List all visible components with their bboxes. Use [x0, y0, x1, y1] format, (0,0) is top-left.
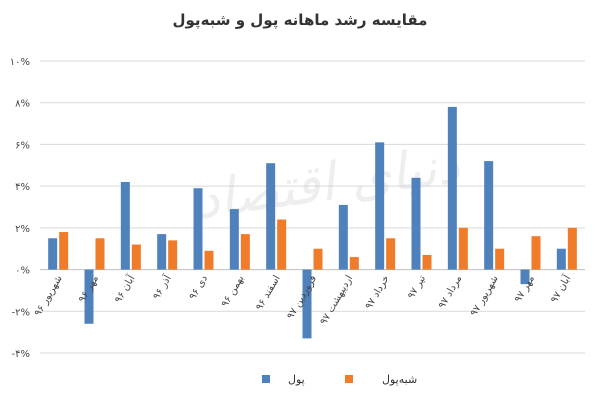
bar-shebhe-pool: [313, 248, 323, 270]
y-tick-label: ۴%: [15, 182, 30, 193]
x-category-label: خرداد ۹۷: [364, 274, 392, 312]
y-axis-ticks: -۴% -۲% ۰% ۲% ۴% ۶% ۸% ۱۰%: [10, 57, 30, 360]
bar-pool: [302, 269, 312, 339]
bars: [48, 106, 577, 339]
bar-pool: [338, 204, 348, 270]
x-category-label: اسفند ۹۶: [254, 274, 283, 313]
bar-shebhe-pool: [567, 227, 577, 270]
bar-shebhe-pool: [240, 234, 250, 270]
y-tick-label: ۶%: [15, 140, 30, 151]
bar-pool: [120, 181, 130, 270]
x-category-label: اردیبهشت ۹۷: [318, 274, 355, 327]
bar-shebhe-pool: [458, 227, 468, 270]
y-tick-label: -۲%: [12, 307, 30, 318]
bar-pool: [157, 234, 167, 270]
x-category-label: آذر ۹۶: [150, 272, 175, 302]
grid-lines: [40, 60, 585, 354]
bar-pool: [84, 269, 94, 324]
bar-pool: [447, 106, 457, 270]
legend-label: شبه‌پول: [382, 373, 417, 386]
x-category-label: آبان ۹۷: [547, 272, 574, 305]
x-category-label: فروردین ۹۷: [285, 273, 319, 321]
bar-pool: [520, 269, 530, 285]
x-category-label: مرداد ۹۷: [437, 274, 465, 311]
x-category-label: مهر ۹۷: [513, 274, 537, 305]
legend: پول شبه‌پول: [262, 373, 417, 386]
y-tick-label: ۱۰%: [10, 57, 30, 68]
bar-pool: [229, 209, 239, 270]
bar-shebhe-pool: [131, 244, 141, 270]
bar-shebhe-pool: [277, 219, 287, 270]
bar-pool: [266, 163, 276, 270]
x-category-label: دی ۹۶: [187, 274, 210, 302]
x-category-label: آبان ۹۶: [111, 272, 138, 305]
y-tick-label: ۸%: [15, 99, 30, 110]
x-category-label: تیر ۹۷: [406, 273, 428, 301]
x-category-label: مهر ۹۶: [77, 274, 101, 305]
bar-shebhe-pool: [349, 257, 359, 270]
bar-shebhe-pool: [168, 240, 178, 270]
bar-pool: [484, 161, 494, 270]
bar-shebhe-pool: [531, 236, 541, 270]
bar-shebhe-pool: [95, 238, 105, 270]
legend-swatch: [345, 375, 353, 383]
chart-title: مقایسه رشد ماهانه پول و شبه‌پول: [173, 11, 428, 30]
bar-pool: [556, 248, 566, 270]
legend-swatch: [262, 375, 270, 383]
bar-pool: [48, 238, 58, 270]
bar-shebhe-pool: [386, 238, 396, 270]
legend-label: پول: [288, 373, 305, 386]
bar-shebhe-pool: [495, 248, 505, 270]
bar-shebhe-pool: [59, 232, 69, 270]
y-tick-label: ۰%: [15, 266, 30, 277]
y-tick-label: ۲%: [15, 224, 30, 235]
bar-pool: [411, 177, 421, 270]
y-tick-label: -۴%: [12, 349, 30, 360]
bar-shebhe-pool: [422, 254, 432, 270]
x-category-label: بهمن ۹۶: [220, 274, 247, 310]
bar-pool: [193, 188, 203, 270]
bar-shebhe-pool: [204, 250, 214, 270]
bar-pool: [375, 142, 385, 270]
